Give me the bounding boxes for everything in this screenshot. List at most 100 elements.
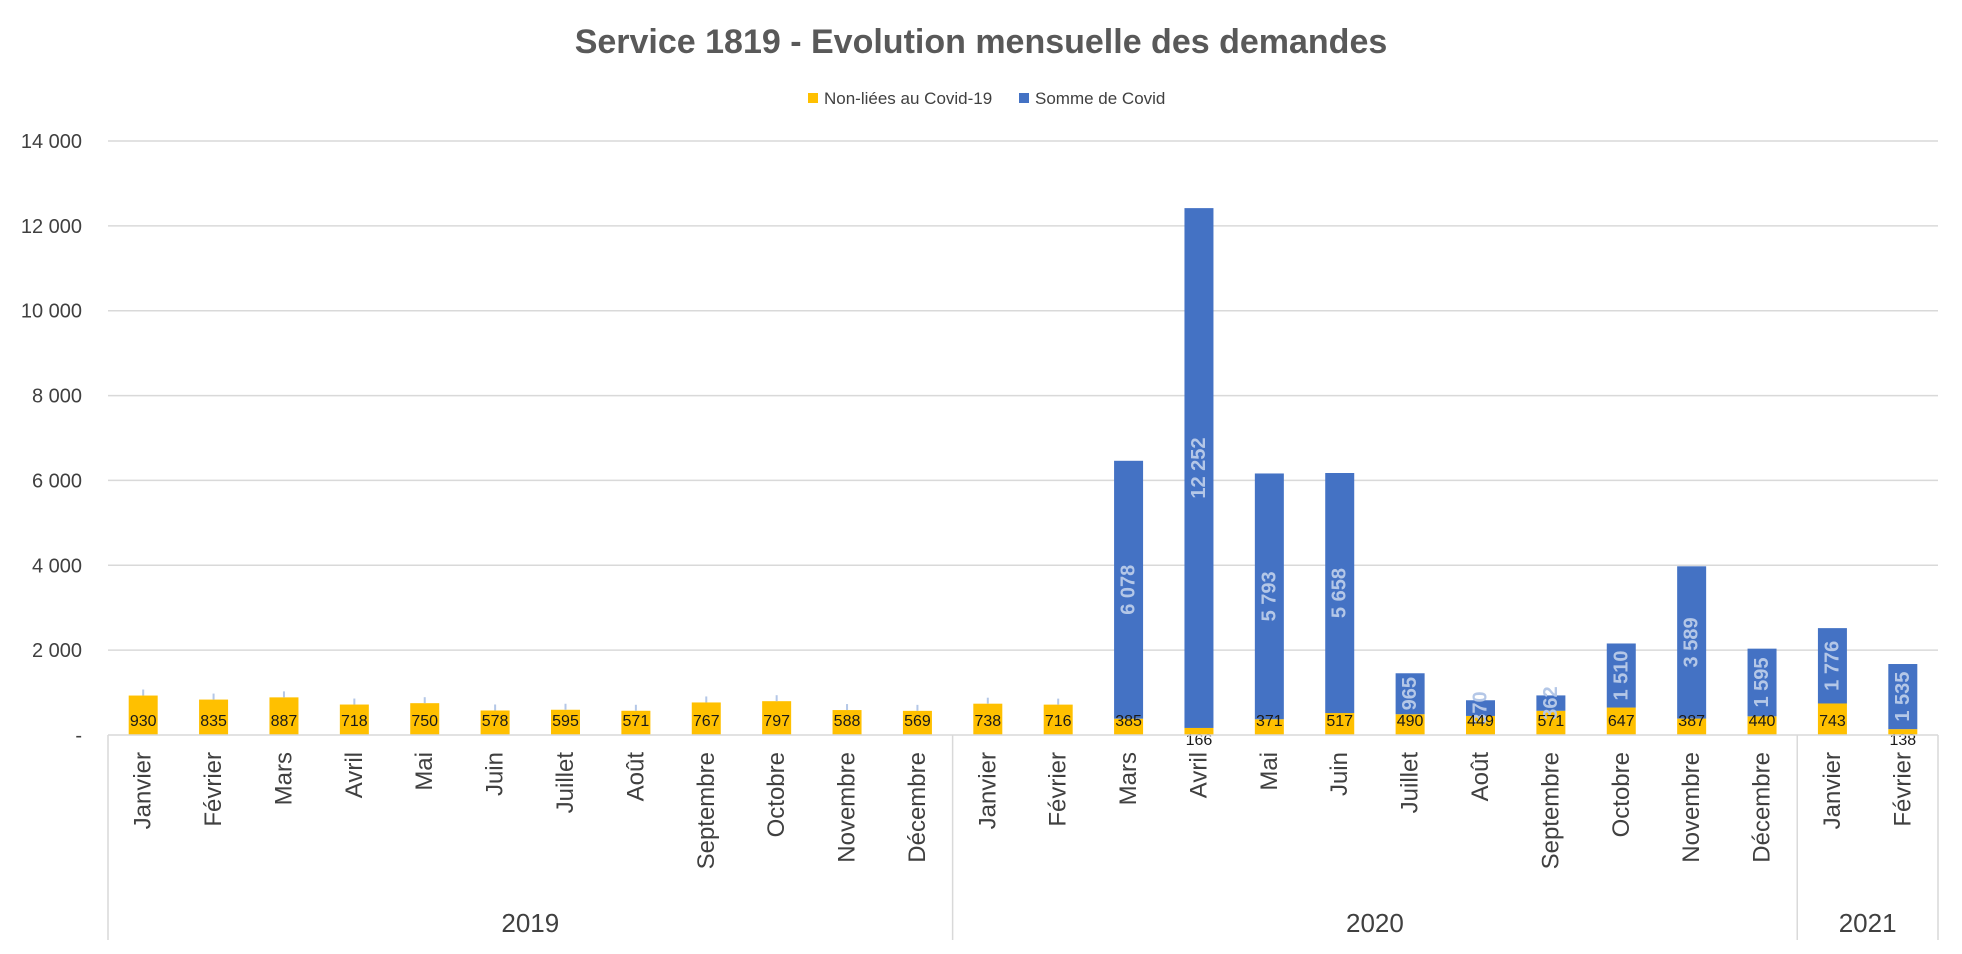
- data-label-covid: 370: [1470, 691, 1492, 724]
- data-label-non-covid: 718: [341, 713, 368, 730]
- legend: Non-liées au Covid-19 Somme de Covid: [808, 89, 1165, 108]
- legend-swatch-non-covid: [808, 93, 818, 103]
- data-label-covid: 1 535: [1892, 672, 1914, 722]
- year-group-label: 2020: [1346, 908, 1404, 938]
- data-label-non-covid: 571: [623, 713, 650, 730]
- y-tick-label: 8 000: [32, 386, 82, 408]
- data-label-covid: 3 589: [1681, 617, 1703, 667]
- y-tick-label: 10 000: [21, 301, 82, 323]
- bar-covid: [1606, 643, 1636, 708]
- data-label-covid: 5 793: [1258, 571, 1280, 621]
- data-label-non-covid: 517: [1326, 713, 1353, 730]
- bar-non-covid: [269, 697, 299, 735]
- x-tick-label: Août: [622, 752, 649, 802]
- x-tick-label: Septembre: [1537, 752, 1564, 869]
- x-tick-label: Janvier: [1819, 752, 1846, 829]
- bar-non-covid: [902, 710, 932, 735]
- data-label-non-covid: 930: [130, 713, 157, 730]
- bar-non-covid: [762, 701, 792, 735]
- data-labels: 930 835 887 718 750 578 595 571 767 797 588 569 738 7…: [130, 437, 1916, 749]
- data-label-non-covid: 797: [763, 713, 790, 730]
- data-label-non-covid: 716: [1045, 713, 1072, 730]
- bar-non-covid: [1325, 713, 1355, 735]
- data-label-covid: 6 078: [1118, 565, 1140, 615]
- data-label-non-covid: 440: [1749, 713, 1776, 730]
- bar-covid: [1536, 695, 1566, 711]
- data-label-covid: 965: [1399, 677, 1421, 710]
- data-label-non-covid: 138: [1889, 732, 1916, 749]
- x-tick-label: Octobre: [1608, 752, 1635, 837]
- bar-covid: [1325, 473, 1355, 714]
- bar-non-covid: [1888, 729, 1918, 735]
- x-tick-label: Novembre: [834, 752, 861, 863]
- data-label-non-covid: 588: [834, 713, 861, 730]
- y-tick-label: 4 000: [32, 555, 82, 577]
- data-label-non-covid: 767: [693, 713, 720, 730]
- y-tick-label: 2 000: [32, 640, 82, 662]
- bar-non-covid: [410, 703, 440, 735]
- year-group-label: 2021: [1839, 908, 1897, 938]
- x-axis: Janvier Février Mars Avril Mai Juin Juillet Aoû…: [107, 734, 1939, 940]
- data-label-non-covid: 738: [974, 713, 1001, 730]
- x-tick-label: Février: [200, 752, 227, 827]
- bar-non-covid: [1184, 727, 1214, 735]
- data-label-non-covid: 647: [1608, 713, 1635, 730]
- year-group-label: 2019: [501, 908, 559, 938]
- data-label-non-covid: 371: [1256, 713, 1283, 730]
- data-label-covid: 12 252: [1188, 437, 1210, 498]
- data-label-non-covid: 569: [904, 713, 931, 730]
- x-tick-label: Juillet: [1397, 752, 1424, 814]
- x-tick-label: Février: [1045, 752, 1072, 827]
- data-label-covid: 1 510: [1610, 650, 1632, 700]
- bar-non-covid: [480, 710, 510, 735]
- x-tick-label: Mai: [411, 752, 438, 791]
- x-tick-label: Janvier: [130, 752, 157, 829]
- bar-non-covid: [1677, 718, 1707, 735]
- x-tick-label: Novembre: [1678, 752, 1705, 863]
- x-tick-label: Juin: [482, 752, 509, 796]
- bar-non-covid: [1606, 707, 1636, 735]
- x-tick-label: Octobre: [763, 752, 790, 837]
- data-label-non-covid: 835: [200, 713, 227, 730]
- data-label-non-covid: 578: [482, 713, 509, 730]
- legend-swatch-covid: [1019, 93, 1029, 103]
- bar-covid: [1888, 664, 1918, 730]
- bar-non-covid: [128, 695, 158, 735]
- chart-title: Service 1819 - Evolution mensuelle des d…: [575, 23, 1388, 61]
- data-label-non-covid: 750: [411, 713, 438, 730]
- bar-covid: [1466, 700, 1495, 716]
- data-label-non-covid: 571: [1538, 713, 1565, 730]
- y-axis-ticks: - 2 000 4 000 6 000 8 000 10 000 12 000 14 000: [21, 131, 82, 747]
- data-label-non-covid: 490: [1397, 713, 1424, 730]
- data-label-non-covid: 743: [1819, 713, 1846, 730]
- y-tick-label: 12 000: [21, 216, 82, 238]
- x-tick-label: Mars: [1115, 752, 1142, 805]
- bar-covid: [1395, 673, 1425, 715]
- data-label-non-covid: 385: [1115, 713, 1142, 730]
- bar-non-covid: [973, 703, 1003, 735]
- x-tick-label: Décembre: [904, 752, 931, 863]
- data-label-non-covid: 387: [1678, 713, 1705, 730]
- bar-non-covid: [199, 699, 229, 735]
- bar-non-covid: [551, 709, 580, 735]
- bar-non-covid: [1747, 716, 1777, 735]
- data-label-covid: 1 595: [1751, 657, 1773, 707]
- x-tick-label: Juillet: [552, 752, 579, 814]
- x-tick-label: Décembre: [1749, 752, 1776, 863]
- data-label-covid: 5 658: [1329, 568, 1351, 618]
- bar-covid: [1817, 628, 1847, 704]
- x-tick-label: Août: [1467, 752, 1494, 802]
- gridlines: [108, 140, 1938, 651]
- bar-non-covid: [832, 710, 862, 735]
- legend-label-covid: Somme de Covid: [1035, 89, 1165, 108]
- bar-non-covid: [1254, 719, 1284, 735]
- bar-covid: [1114, 460, 1144, 719]
- data-label-covid: 362: [1540, 686, 1562, 719]
- x-tick-label: Juin: [1326, 752, 1353, 796]
- data-label-covid: 1 776: [1821, 641, 1843, 691]
- x-tick-label: Janvier: [974, 752, 1001, 829]
- y-tick-label: 14 000: [21, 131, 82, 153]
- bar-non-covid: [1114, 718, 1144, 735]
- bars: [128, 208, 1918, 735]
- data-label-non-covid: 887: [271, 713, 298, 730]
